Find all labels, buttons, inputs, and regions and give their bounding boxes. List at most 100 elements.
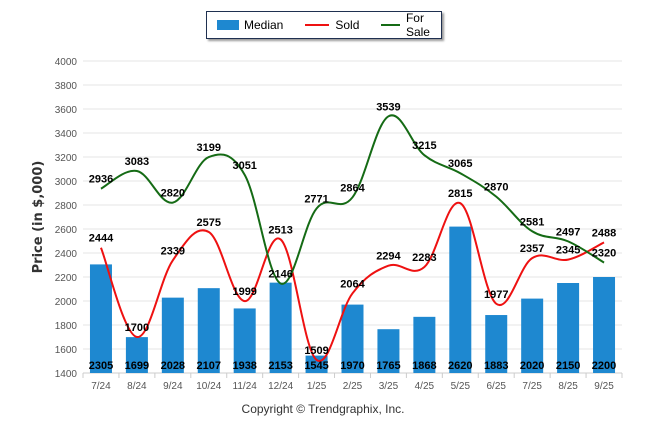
x-tick-label: 7/25 bbox=[522, 381, 542, 392]
legend-swatch-for-sale bbox=[381, 24, 400, 26]
bar-median bbox=[485, 315, 508, 373]
data-label-median: 2620 bbox=[448, 360, 472, 372]
data-label-median: 1868 bbox=[412, 360, 436, 372]
legend-item-for-sale[interactable]: For Sale bbox=[367, 11, 441, 39]
series-lines bbox=[100, 114, 605, 362]
data-label-sold: 2488 bbox=[592, 227, 616, 239]
bar-median bbox=[593, 277, 616, 373]
data-label-median: 1883 bbox=[484, 360, 508, 372]
data-label-sold: 2294 bbox=[376, 251, 401, 263]
x-tick-label: 4/25 bbox=[415, 381, 435, 392]
data-label-median: 2107 bbox=[197, 360, 221, 372]
data-label-for-sale: 2771 bbox=[304, 193, 328, 205]
legend-item-sold[interactable]: Sold bbox=[291, 18, 359, 32]
data-label-for-sale: 2146 bbox=[268, 268, 292, 280]
y-tick-label: 3000 bbox=[55, 177, 78, 188]
y-axis-label: Price (in $,000) bbox=[31, 161, 46, 274]
bar-median bbox=[233, 308, 256, 373]
data-label-median: 2200 bbox=[592, 360, 616, 372]
y-tick-label: 1600 bbox=[55, 345, 78, 356]
data-label-for-sale: 2320 bbox=[592, 248, 616, 260]
bar-median bbox=[269, 282, 292, 373]
bar-median bbox=[125, 337, 148, 373]
y-tick-label: 1400 bbox=[55, 369, 78, 380]
legend-label-for-sale: For Sale bbox=[405, 11, 430, 39]
data-label-for-sale: 3539 bbox=[376, 101, 400, 113]
y-tick-label: 2200 bbox=[55, 273, 78, 284]
x-tick-label: 5/25 bbox=[451, 381, 471, 392]
y-tick-label: 3400 bbox=[55, 129, 78, 140]
data-label-sold: 2339 bbox=[161, 245, 185, 257]
line-sold bbox=[100, 202, 605, 362]
y-tick-label: 2800 bbox=[55, 201, 78, 212]
bar-median bbox=[161, 297, 184, 373]
copyright-text: Copyright © Trendgraphix, Inc. bbox=[241, 402, 405, 416]
bar-median bbox=[521, 298, 544, 373]
x-tick-label: 11/24 bbox=[233, 381, 258, 392]
x-tick-label: 8/24 bbox=[127, 381, 147, 392]
data-label-sold: 2283 bbox=[412, 252, 436, 264]
bar-median bbox=[377, 329, 400, 373]
data-label-sold: 2513 bbox=[268, 224, 292, 236]
data-label-for-sale: 2497 bbox=[556, 226, 580, 238]
data-label-for-sale: 3215 bbox=[412, 140, 436, 152]
median-bars bbox=[89, 226, 616, 373]
x-tick-label: 9/25 bbox=[594, 381, 614, 392]
data-label-sold: 1977 bbox=[484, 289, 508, 301]
x-tick-label: 6/25 bbox=[486, 381, 506, 392]
bar-median bbox=[413, 316, 436, 373]
y-tick-label: 2000 bbox=[55, 297, 78, 308]
data-label-median: 2020 bbox=[520, 360, 544, 372]
y-tick-label: 2400 bbox=[55, 249, 78, 260]
data-label-median: 1545 bbox=[304, 360, 328, 372]
y-tick-label: 4000 bbox=[55, 57, 78, 68]
data-label-sold: 2345 bbox=[556, 245, 580, 257]
x-tick-label: 3/25 bbox=[379, 381, 399, 392]
x-tick-label: 7/24 bbox=[91, 381, 111, 392]
data-label-for-sale: 2581 bbox=[520, 216, 544, 228]
data-label-sold: 2064 bbox=[340, 278, 365, 290]
data-label-median: 2305 bbox=[89, 360, 113, 372]
data-label-for-sale: 2864 bbox=[340, 182, 365, 194]
data-label-for-sale: 3065 bbox=[448, 158, 472, 170]
data-label-median: 1938 bbox=[232, 360, 256, 372]
x-tick-label: 10/24 bbox=[196, 381, 221, 392]
legend-swatch-median bbox=[217, 20, 239, 30]
bar-median bbox=[557, 283, 580, 373]
legend-swatch-sold bbox=[305, 24, 330, 26]
line-for-sale bbox=[100, 114, 605, 285]
data-label-for-sale: 2870 bbox=[484, 182, 508, 194]
bar-median bbox=[89, 264, 112, 373]
data-label-sold: 2444 bbox=[89, 233, 114, 245]
x-tick-label: 2/25 bbox=[343, 381, 363, 392]
data-label-sold: 2575 bbox=[197, 217, 221, 229]
x-tick-label: 12/24 bbox=[268, 381, 293, 392]
legend-item-median[interactable]: Median bbox=[215, 18, 283, 32]
data-label-sold: 2815 bbox=[448, 188, 472, 200]
y-axis-ticks: 1400 1600 1800 2000 2200 2400 2600 2800 3000 3200… bbox=[55, 57, 78, 380]
y-tick-label: 3800 bbox=[55, 81, 78, 92]
data-label-for-sale: 2820 bbox=[161, 188, 185, 200]
x-axis-ticks: 7/24 8/24 9/24 10/24 11/24 12/24 1/25 2/25 3/25 4… bbox=[82, 373, 623, 392]
data-label-median: 1699 bbox=[125, 360, 149, 372]
data-label-median: 2150 bbox=[556, 360, 580, 372]
bar-median bbox=[197, 288, 220, 373]
data-label-sold: 1700 bbox=[125, 322, 149, 334]
x-tick-label: 9/24 bbox=[163, 381, 183, 392]
y-tick-label: 3600 bbox=[55, 105, 78, 116]
data-label-sold: 2357 bbox=[520, 243, 544, 255]
data-label-for-sale: 3051 bbox=[232, 160, 256, 172]
y-tick-label: 3200 bbox=[55, 153, 78, 164]
y-tick-label: 2600 bbox=[55, 225, 78, 236]
data-label-for-sale: 3199 bbox=[197, 142, 221, 154]
data-label-for-sale: 2936 bbox=[89, 174, 113, 186]
x-tick-label: 1/25 bbox=[307, 381, 327, 392]
bar-median bbox=[449, 226, 472, 373]
data-label-sold: 1509 bbox=[304, 345, 328, 357]
legend: Median Sold For Sale bbox=[206, 11, 442, 39]
legend-label-sold: Sold bbox=[335, 18, 360, 32]
legend-label-median: Median bbox=[244, 18, 284, 32]
data-label-for-sale: 3083 bbox=[125, 156, 149, 168]
gridlines bbox=[83, 60, 622, 374]
